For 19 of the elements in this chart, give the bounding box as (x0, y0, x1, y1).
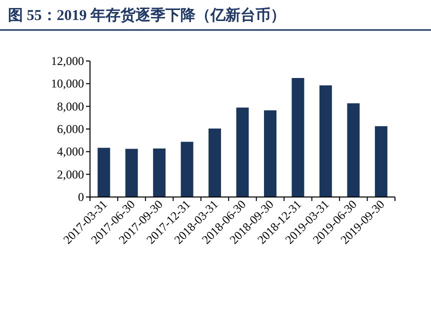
bar (208, 128, 222, 197)
bar (153, 148, 166, 197)
bar (236, 108, 249, 197)
bar (319, 85, 332, 197)
chart-title: 图 55：2019 年存货逐季下降（亿新台币） (8, 6, 286, 24)
y-tick-label: 4,000 (57, 144, 84, 159)
y-tick-label: 12,000 (51, 54, 84, 68)
bar (180, 142, 194, 197)
bar (98, 148, 110, 197)
bar (264, 110, 276, 197)
y-tick-label: 10,000 (51, 76, 84, 91)
y-tick-label: 2,000 (57, 167, 84, 182)
bar (292, 78, 304, 197)
bar (125, 148, 138, 197)
y-tick-label: 8,000 (57, 99, 84, 114)
bar (374, 126, 388, 197)
y-tick-label: 6,000 (57, 122, 84, 136)
bar (347, 103, 360, 197)
y-tick-label: 0 (78, 190, 84, 204)
